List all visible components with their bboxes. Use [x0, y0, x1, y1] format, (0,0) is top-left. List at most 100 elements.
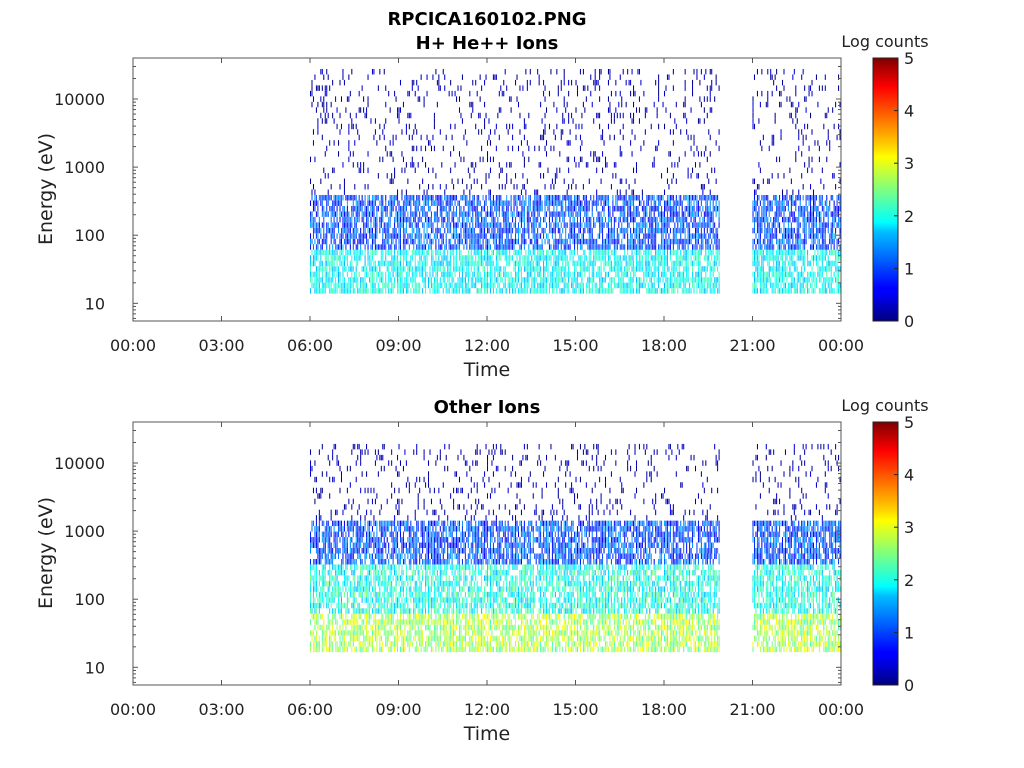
spectrogram-cell	[546, 222, 548, 228]
spectrogram-cell	[677, 271, 679, 278]
spectrogram-cell	[568, 205, 570, 212]
spectrogram-cell	[672, 233, 674, 239]
spectrogram-cell	[367, 249, 369, 256]
spectrogram-cell	[435, 227, 437, 234]
spectrogram-cell	[391, 266, 393, 272]
spectrogram-cell	[669, 205, 671, 212]
spectrogram-cell	[579, 255, 581, 261]
spectrogram-cell	[677, 244, 679, 250]
spectrogram-cell	[789, 244, 791, 250]
spectrogram-cell	[507, 282, 509, 289]
spectrogram-cell	[662, 260, 664, 267]
spectrogram-cell	[625, 189, 627, 195]
spectrogram-cell	[666, 222, 668, 228]
spectrogram-cell	[321, 277, 323, 283]
spectrogram-cell	[391, 173, 393, 179]
spectrogram-cell	[540, 173, 542, 179]
spectrogram-cell	[566, 271, 568, 278]
spectrogram-cell	[689, 233, 691, 239]
spectrogram-cell	[482, 194, 484, 201]
spectrogram-cell	[425, 282, 427, 289]
spectrogram-cell	[607, 194, 609, 201]
spectrogram-cell	[665, 238, 667, 245]
spectrogram-cell	[445, 222, 447, 228]
spectrogram-cell	[432, 282, 434, 289]
spectrogram-cell	[790, 233, 792, 239]
spectrogram-cell	[414, 238, 416, 245]
spectrogram-cell	[453, 145, 455, 152]
spectrogram-cell	[345, 244, 347, 250]
spectrogram-cell	[776, 205, 778, 212]
spectrogram-cell	[436, 194, 438, 201]
spectrogram-cell	[442, 277, 444, 283]
spectrogram-cell	[329, 288, 331, 294]
spectrogram-cell	[798, 134, 800, 141]
spectrogram-cell	[718, 211, 720, 217]
spectrogram-cell	[610, 112, 612, 119]
spectrogram-cell	[759, 222, 761, 228]
spectrogram-cell	[765, 205, 767, 212]
spectrogram-cell	[460, 249, 462, 256]
spectrogram-cell	[451, 288, 453, 294]
spectrogram-cell	[672, 205, 674, 212]
spectrogram-cell	[408, 216, 410, 223]
spectrogram-cell	[476, 194, 478, 201]
spectrogram-cell	[625, 271, 627, 278]
spectrogram-cell	[771, 222, 773, 228]
spectrogram-cell	[790, 277, 792, 283]
spectrogram-cell	[687, 233, 689, 239]
spectrogram-cell	[789, 255, 791, 261]
spectrogram-cell	[771, 200, 773, 206]
spectrogram-cell	[669, 238, 671, 245]
spectrogram-cell	[324, 271, 326, 278]
spectrogram-cell	[324, 288, 326, 294]
spectrogram-cell	[718, 288, 720, 294]
spectrogram-cell	[563, 211, 565, 217]
spectrogram-cell	[799, 194, 801, 201]
spectrogram-cell	[665, 227, 667, 234]
spectrogram-cell	[677, 227, 679, 234]
spectrogram-cell	[467, 266, 469, 272]
spectrogram-cell	[575, 222, 577, 228]
spectrogram-cell	[590, 227, 592, 234]
spectrogram-cell	[398, 107, 400, 113]
spectrogram-cell	[633, 205, 635, 212]
spectrogram-cell	[324, 266, 326, 272]
spectrogram-cell	[528, 233, 530, 239]
spectrogram-cell	[346, 233, 348, 239]
spectrogram-cell	[543, 173, 545, 179]
spectrogram-cell	[463, 260, 465, 267]
spectrogram-cell	[498, 233, 500, 239]
spectrogram-cell	[413, 271, 415, 278]
spectrogram-cell	[314, 222, 316, 228]
spectrogram-cell	[435, 277, 437, 283]
spectrogram-cell	[401, 288, 403, 294]
spectrogram-cell	[510, 255, 512, 261]
spectrogram-cell	[460, 112, 462, 119]
spectrogram-cell	[442, 222, 444, 228]
spectrogram-cell	[478, 260, 480, 267]
spectrogram-cell	[687, 211, 689, 217]
spectrogram-cell	[585, 255, 587, 261]
spectrogram-cell	[686, 205, 688, 212]
spectrogram-cell	[512, 134, 514, 141]
spectrogram-cell	[599, 211, 601, 217]
spectrogram-cell	[501, 205, 503, 212]
spectrogram-cell	[690, 260, 692, 267]
spectrogram-cell	[458, 96, 461, 102]
spectrogram-cell	[470, 249, 472, 256]
spectrogram-cell	[715, 233, 717, 239]
spectrogram-cell	[377, 260, 379, 267]
spectrogram-cell	[690, 238, 692, 245]
spectrogram-cell	[674, 162, 676, 168]
spectrogram-cell	[776, 85, 778, 91]
spectrogram-cell	[633, 189, 635, 195]
spectrogram-cell	[602, 238, 604, 245]
spectrogram-cell	[758, 244, 760, 250]
spectrogram-cell	[709, 277, 711, 283]
spectrogram-cell	[397, 189, 399, 195]
spectrogram-cell	[355, 205, 357, 212]
spectrogram-cell	[802, 184, 804, 190]
spectrogram-cell	[487, 260, 489, 267]
spectrogram-cell	[796, 255, 798, 261]
